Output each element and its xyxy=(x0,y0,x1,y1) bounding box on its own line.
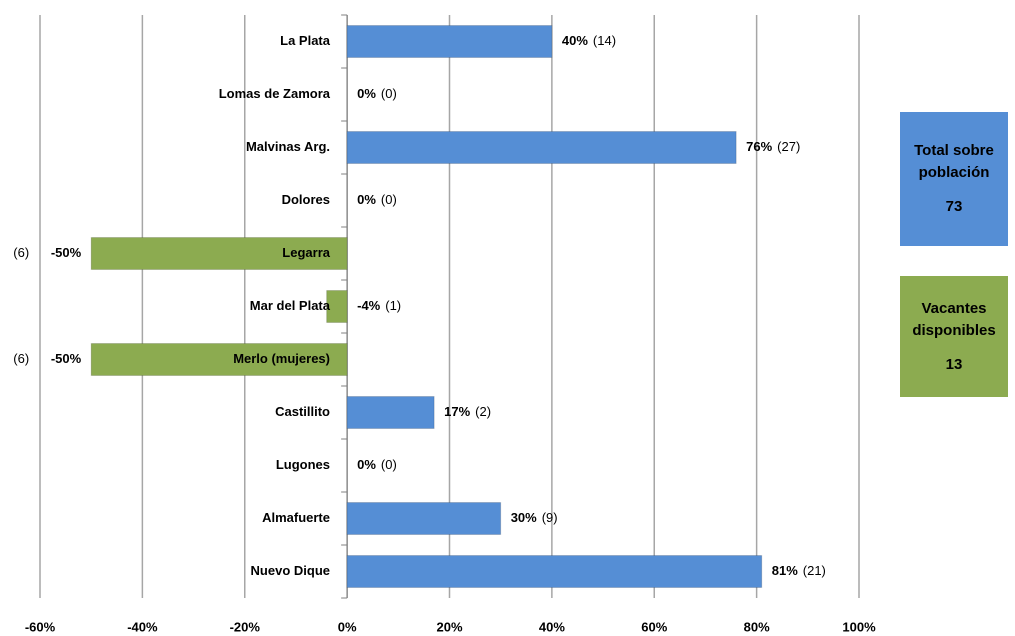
value-label: -4% xyxy=(357,298,381,313)
category-label: Mar del Plata xyxy=(250,298,331,313)
category-label: Legarra xyxy=(282,245,330,260)
x-tick-label: 100% xyxy=(842,619,876,634)
value-label: 40% xyxy=(562,33,588,48)
bar xyxy=(90,343,348,376)
count-label: (27) xyxy=(777,139,800,154)
count-label: (21) xyxy=(803,563,826,578)
count-label: (9) xyxy=(542,510,558,525)
bar xyxy=(346,25,553,58)
category-label: Almafuerte xyxy=(262,510,330,525)
category-label: Nuevo Dique xyxy=(251,563,330,578)
value-label: 76% xyxy=(746,139,772,154)
value-label: 0% xyxy=(357,457,376,472)
count-label: (6) xyxy=(13,351,29,366)
category-label: Malvinas Arg. xyxy=(246,139,330,154)
count-label: (6) xyxy=(13,245,29,260)
bar xyxy=(346,555,763,588)
bar xyxy=(346,502,502,535)
value-label: -50% xyxy=(51,245,82,260)
x-tick-label: 0% xyxy=(338,619,357,634)
value-label: 17% xyxy=(444,404,470,419)
summary-value: 13 xyxy=(945,355,963,373)
category-label: Dolores xyxy=(282,192,330,207)
x-tick-label: 80% xyxy=(744,619,770,634)
bar xyxy=(346,131,737,164)
x-tick-label: 60% xyxy=(641,619,667,634)
count-label: (1) xyxy=(385,298,401,313)
category-label: Castillito xyxy=(275,404,330,419)
count-label: (0) xyxy=(381,457,397,472)
category-label: Lugones xyxy=(276,457,330,472)
x-tick-label: 20% xyxy=(436,619,462,634)
bar xyxy=(326,290,348,323)
count-label: (2) xyxy=(475,404,491,419)
summary-label: Vacantes disponibles xyxy=(912,299,996,339)
count-label: (0) xyxy=(381,86,397,101)
category-label: La Plata xyxy=(280,33,331,48)
summary-box: Vacantes disponibles 13 xyxy=(900,276,1008,397)
x-tick-label: -20% xyxy=(230,619,261,634)
category-label: Merlo (mujeres) xyxy=(233,351,330,366)
value-label: -50% xyxy=(51,351,82,366)
summary-label: Total sobre población xyxy=(914,142,994,181)
bar xyxy=(346,396,435,429)
x-tick-label: -60% xyxy=(25,619,56,634)
x-tick-label: 40% xyxy=(539,619,565,634)
bar xyxy=(90,237,348,270)
value-label: 81% xyxy=(772,563,798,578)
count-label: (14) xyxy=(593,33,616,48)
value-label: 0% xyxy=(357,192,376,207)
summary-value: 73 xyxy=(945,198,963,215)
value-label: 0% xyxy=(357,86,376,101)
summary-box: Total sobre población 73 xyxy=(900,112,1008,246)
x-tick-label: -40% xyxy=(127,619,158,634)
count-label: (0) xyxy=(381,192,397,207)
category-label: Lomas de Zamora xyxy=(219,86,331,101)
value-label: 30% xyxy=(511,510,537,525)
